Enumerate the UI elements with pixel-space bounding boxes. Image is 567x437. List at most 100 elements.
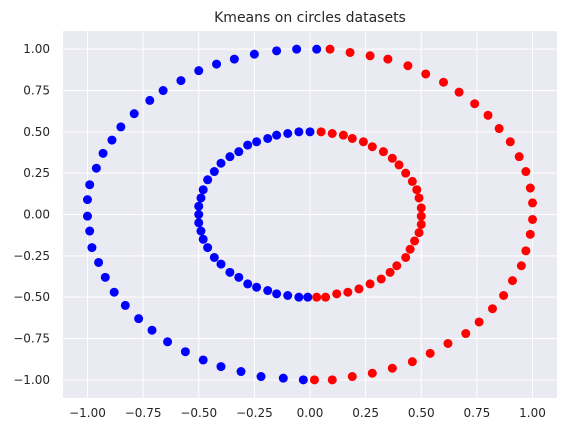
data-point bbox=[405, 244, 415, 254]
data-point bbox=[367, 142, 377, 152]
data-point bbox=[376, 274, 386, 284]
data-point bbox=[234, 147, 244, 157]
data-point bbox=[129, 109, 139, 119]
data-point bbox=[216, 158, 226, 168]
data-point bbox=[407, 176, 417, 186]
data-point bbox=[198, 355, 208, 365]
data-point bbox=[294, 292, 304, 302]
data-point bbox=[410, 236, 420, 246]
data-point bbox=[367, 368, 377, 378]
data-point bbox=[145, 95, 155, 105]
data-point bbox=[298, 375, 308, 385]
data-point bbox=[176, 76, 186, 86]
data-point bbox=[263, 286, 273, 296]
data-point bbox=[394, 160, 404, 170]
y-tick-label: −0.75 bbox=[13, 331, 50, 345]
data-point bbox=[109, 287, 119, 297]
data-point bbox=[252, 137, 262, 147]
data-point bbox=[82, 195, 92, 205]
data-point bbox=[525, 183, 535, 193]
data-point bbox=[305, 127, 315, 137]
data-point bbox=[521, 246, 531, 256]
data-point bbox=[365, 279, 375, 289]
data-point bbox=[414, 193, 424, 203]
x-axis-ticks: −1.00 −0.75 −0.50 −0.25 0.00 0.25 0.50 0.75 1.00 bbox=[69, 406, 546, 420]
data-point bbox=[85, 180, 95, 190]
data-point bbox=[354, 284, 364, 294]
data-point bbox=[414, 228, 424, 238]
data-point bbox=[163, 337, 173, 347]
data-point bbox=[327, 128, 337, 138]
x-tick-label: 1.00 bbox=[519, 406, 546, 420]
data-point bbox=[378, 147, 388, 157]
data-point bbox=[514, 152, 524, 162]
data-point bbox=[252, 282, 262, 292]
data-point bbox=[387, 153, 397, 163]
data-point bbox=[358, 137, 368, 147]
data-point bbox=[385, 267, 395, 277]
data-point bbox=[309, 375, 319, 385]
data-point bbox=[216, 362, 226, 372]
data-point bbox=[198, 234, 208, 244]
data-point bbox=[196, 226, 206, 236]
data-point bbox=[272, 46, 282, 56]
data-point bbox=[487, 304, 497, 314]
data-point bbox=[158, 86, 168, 96]
data-point bbox=[283, 291, 293, 301]
data-point bbox=[203, 243, 213, 253]
y-tick-label: 0.50 bbox=[23, 125, 50, 139]
data-point bbox=[263, 133, 273, 143]
data-point bbox=[82, 211, 92, 221]
chart-title: Kmeans on circles datasets bbox=[214, 10, 406, 26]
data-point bbox=[345, 47, 355, 57]
x-tick-label: 0.75 bbox=[464, 406, 491, 420]
data-point bbox=[347, 372, 357, 382]
data-point bbox=[528, 198, 538, 208]
data-point bbox=[107, 135, 117, 145]
data-point bbox=[528, 214, 538, 224]
data-point bbox=[234, 272, 244, 282]
data-point bbox=[392, 261, 402, 271]
data-point bbox=[120, 300, 130, 310]
data-point bbox=[294, 127, 304, 137]
data-point bbox=[209, 167, 219, 177]
data-point bbox=[327, 375, 337, 385]
data-point bbox=[516, 261, 526, 271]
x-tick-label: 0.25 bbox=[352, 406, 379, 420]
data-point bbox=[180, 347, 190, 357]
x-tick-label: 0.00 bbox=[297, 406, 324, 420]
data-point bbox=[272, 130, 282, 140]
data-point bbox=[209, 252, 219, 262]
y-axis-ticks: −1.00 −0.75 −0.50 −0.25 0.00 0.25 0.50 0.75 1.00 bbox=[13, 42, 50, 387]
data-point bbox=[212, 59, 222, 69]
data-point bbox=[343, 287, 353, 297]
y-tick-label: 0.75 bbox=[23, 84, 50, 98]
data-point bbox=[98, 148, 108, 158]
data-point bbox=[338, 130, 348, 140]
data-point bbox=[312, 292, 322, 302]
data-point bbox=[461, 329, 471, 339]
data-point bbox=[147, 325, 157, 335]
data-point bbox=[196, 193, 206, 203]
x-tick-label: −0.50 bbox=[180, 406, 217, 420]
data-point bbox=[525, 229, 535, 239]
data-point bbox=[194, 201, 204, 211]
data-point bbox=[100, 272, 110, 282]
data-point bbox=[256, 372, 266, 382]
data-point bbox=[303, 292, 313, 302]
data-point bbox=[401, 252, 411, 262]
y-tick-label: −0.25 bbox=[13, 249, 50, 263]
data-point bbox=[499, 291, 509, 301]
data-point bbox=[236, 367, 246, 377]
x-tick-label: −0.25 bbox=[236, 406, 273, 420]
data-point bbox=[507, 276, 517, 286]
data-point bbox=[483, 110, 493, 120]
data-point bbox=[439, 77, 449, 87]
data-point bbox=[470, 99, 480, 109]
x-tick-label: −0.75 bbox=[125, 406, 162, 420]
data-point bbox=[243, 279, 253, 289]
data-point bbox=[194, 66, 204, 76]
y-tick-label: −1.00 bbox=[13, 373, 50, 387]
data-point bbox=[321, 292, 331, 302]
